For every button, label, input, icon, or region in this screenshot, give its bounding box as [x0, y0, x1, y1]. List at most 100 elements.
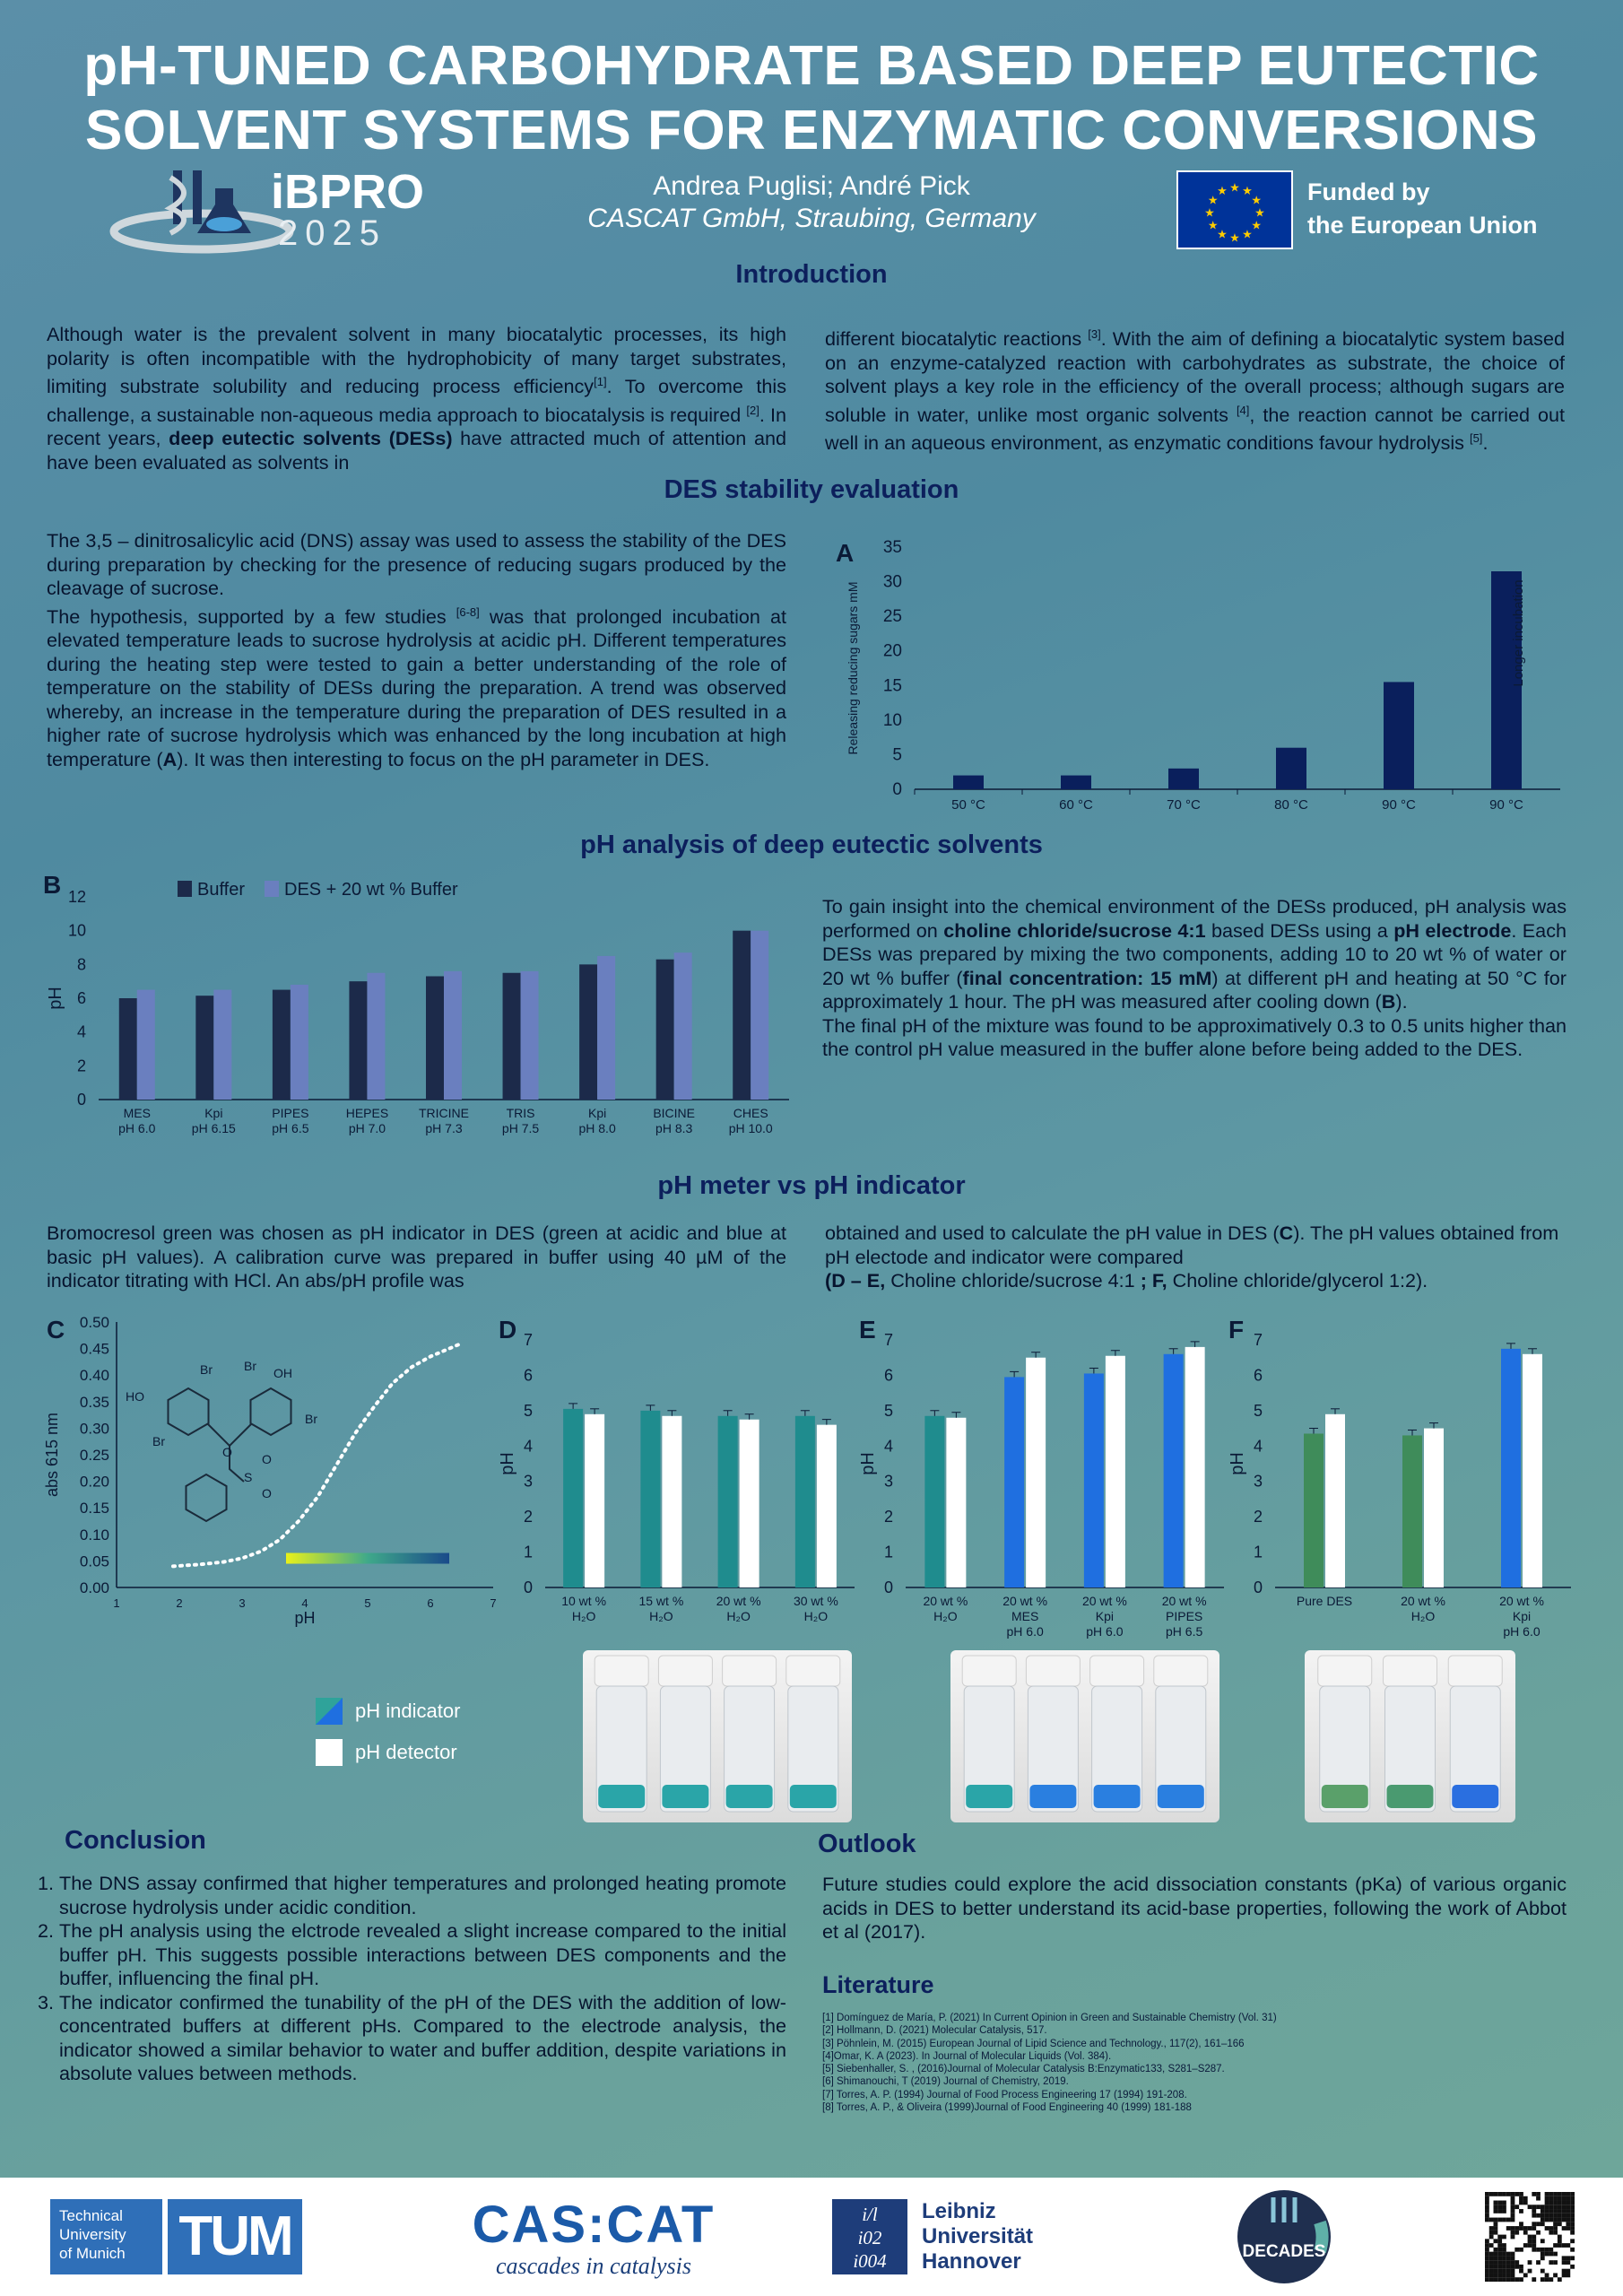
y-tick-label: 4	[524, 1437, 533, 1455]
qr-module	[1488, 2277, 1494, 2282]
qr-module	[1553, 2205, 1558, 2210]
tum-logo: Technical University of Munich TUM	[50, 2199, 310, 2274]
structure-atom-label: Br	[305, 1412, 317, 1426]
qr-module	[1497, 2234, 1503, 2239]
qr-module	[1510, 2226, 1515, 2231]
structure-atom-label: Br	[200, 1362, 213, 1377]
vial-liquid	[966, 1785, 1013, 1808]
qr-module	[1485, 2192, 1489, 2196]
qr-code[interactable]	[1485, 2192, 1575, 2282]
bar	[1325, 1413, 1345, 1587]
qr-module	[1485, 2277, 1489, 2282]
ph-analysis-heading: pH analysis of deep eutectic solvents	[580, 831, 1043, 859]
legend-label: Buffer	[197, 880, 245, 900]
benzene-ring-left	[167, 1387, 210, 1437]
qr-module	[1510, 2251, 1515, 2257]
intro-right-3: , the reaction cannot be carried out wel…	[825, 403, 1565, 455]
stability-heading: DES stability evaluation	[664, 475, 959, 504]
qr-module	[1549, 2247, 1554, 2252]
qr-module	[1570, 2264, 1575, 2269]
qr-module	[1540, 2247, 1545, 2252]
qr-module	[1485, 2247, 1489, 2252]
meter-bold-1: C	[1279, 1222, 1294, 1244]
x-tick-label: pH 7.3	[425, 1121, 462, 1135]
structure-atom-label: Br	[244, 1359, 256, 1373]
x-tick-label: 5	[364, 1596, 370, 1610]
qr-module	[1510, 2268, 1515, 2274]
x-tick-label: pH 7.5	[502, 1121, 539, 1135]
qr-module	[1502, 2277, 1506, 2282]
eu-funding-line-1: Funded by	[1307, 178, 1430, 205]
meter-bold-2: (D – E,	[825, 1269, 886, 1292]
vial-liquid	[1452, 1785, 1499, 1808]
intro-right-2: . With the aim of defining a biocatalyti…	[825, 327, 1565, 426]
vial-liquid	[1157, 1785, 1204, 1808]
literature-item: [1] Domínguez de María, P. (2021) In Cur…	[822, 2013, 1277, 2023]
tum-line: University	[59, 2226, 126, 2243]
bar	[563, 1408, 584, 1587]
qr-module	[1523, 2243, 1528, 2248]
qr-module	[1519, 2226, 1523, 2231]
y-axis-label: pH	[498, 1452, 517, 1475]
qr-module	[1519, 2222, 1523, 2227]
qr-module	[1540, 2217, 1545, 2222]
legend-item-detector: pH detector	[316, 1739, 460, 1766]
qr-module	[1493, 2256, 1498, 2261]
qr-module	[1557, 2213, 1562, 2218]
x-tick-label: H₂O	[572, 1609, 596, 1623]
qr-module	[1532, 2192, 1537, 2196]
leibniz-text: Leibniz Universität Hannover	[922, 2199, 1033, 2274]
qr-module	[1493, 2247, 1498, 2252]
qr-module	[1515, 2260, 1520, 2265]
qr-module	[1566, 2260, 1571, 2265]
bar	[1276, 747, 1306, 789]
literature-item: [7] Torres, A. P. (1994) Journal of Food…	[822, 2089, 1187, 2100]
x-tick-label: MES	[1011, 1609, 1038, 1623]
qr-module	[1566, 2196, 1571, 2201]
qr-module	[1566, 2217, 1571, 2222]
qr-module	[1532, 2239, 1537, 2244]
qr-module	[1515, 2192, 1520, 2196]
qr-module	[1561, 2209, 1567, 2213]
legend-detector-swatch	[316, 1739, 343, 1766]
vials-f-image	[1317, 1655, 1503, 1813]
bar	[733, 930, 751, 1100]
panel-label: C	[47, 1316, 65, 1344]
x-tick-label: 50 °C	[951, 797, 985, 813]
x-tick-label: 80 °C	[1274, 797, 1308, 813]
qr-module	[1570, 2196, 1575, 2201]
vial-liquid	[1093, 1785, 1141, 1808]
qr-module	[1566, 2209, 1571, 2213]
ph-bold-4: B	[1381, 990, 1396, 1013]
bar	[739, 1419, 759, 1587]
qr-module	[1493, 2192, 1498, 2196]
color-gradient-bar	[286, 1552, 449, 1564]
qr-module	[1553, 2209, 1558, 2213]
legend-label: DES + 20 wt % Buffer	[284, 880, 458, 900]
y-tick-label: 10	[883, 711, 902, 730]
qr-module	[1553, 2217, 1558, 2222]
qr-module	[1488, 2234, 1494, 2239]
qr-module	[1536, 2205, 1541, 2210]
qr-module	[1544, 2196, 1549, 2201]
tum-text-block: Technical University of Munich	[50, 2199, 162, 2274]
qr-module	[1485, 2200, 1489, 2205]
qr-module	[1544, 2226, 1549, 2231]
y-tick-label: 0.40	[80, 1367, 109, 1384]
qr-module	[1485, 2273, 1489, 2278]
y-axis-label: pH	[1228, 1452, 1247, 1475]
intro-heading: Introduction	[735, 260, 888, 289]
qr-module	[1485, 2205, 1489, 2210]
authors: Andrea Puglisi; André Pick	[653, 171, 970, 201]
qr-module	[1485, 2256, 1489, 2261]
ibpro-flask-icon	[109, 170, 294, 254]
x-tick-label: H₂O	[804, 1609, 829, 1623]
x-tick-label: 15 wt %	[638, 1594, 683, 1608]
legend-swatch	[265, 881, 279, 897]
qr-module	[1553, 2226, 1558, 2231]
chart-d: 0 1 2 3 4 5 6 7 pH D 10 wt % H₂O 15 wt % H₂O 20 wt % H₂…	[491, 1311, 868, 1643]
x-tick-label: 1	[113, 1596, 119, 1610]
qr-module	[1506, 2256, 1511, 2261]
qr-module	[1510, 2273, 1515, 2278]
cascat-name: CAS:CAT	[472, 2196, 716, 2254]
